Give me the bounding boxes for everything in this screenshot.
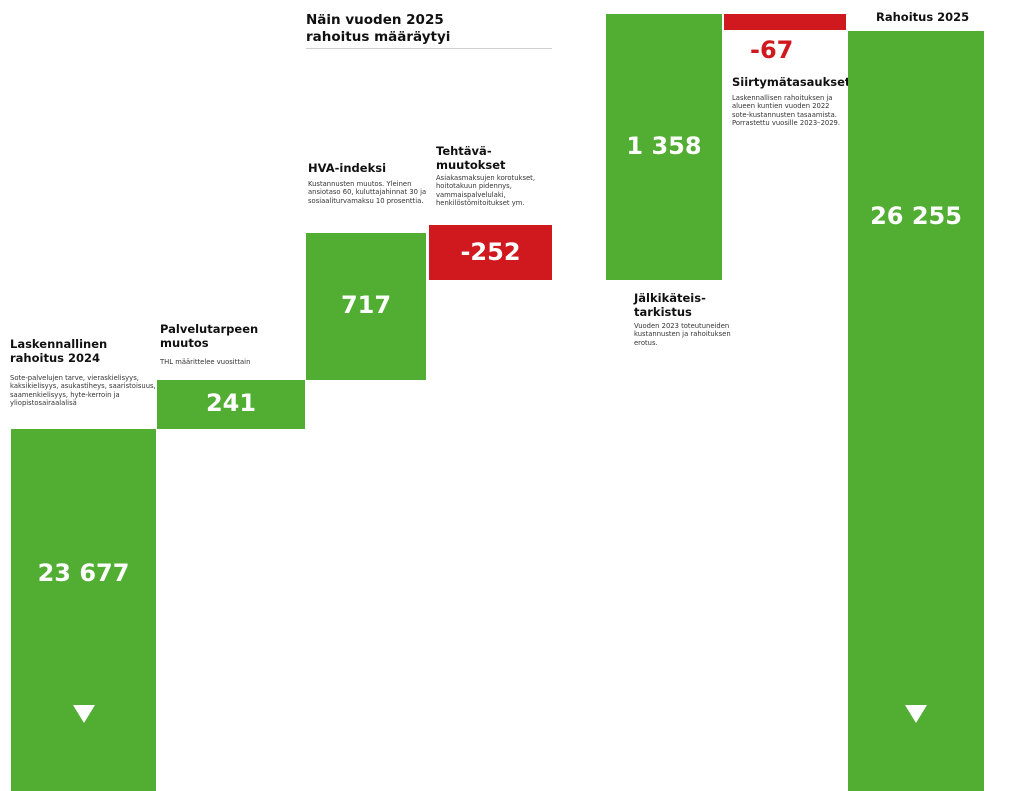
step-title-line: Laskennallinen [10,337,108,351]
step-description-line: ansiotaso 60, kuluttajahinnat 30 ja [308,188,427,197]
step-description-line: henkilöstömitoitukset ym. [436,198,525,207]
down-arrow-icon [72,705,95,723]
data-label-3: -252 [460,237,521,266]
step-description-line: hoitotakuun pidennys, [436,182,512,191]
chart-headline: Näin vuoden 2025 rahoitus määräytyi [306,12,450,46]
step-title-line: HVA-indeksi [308,161,387,175]
headline-divider [306,48,552,49]
data-label-4: 1 358 [626,132,702,160]
step-title-line: muutokset [436,158,506,172]
step-description-line: saamenkielisyys, hyte-kerroin ja [10,390,120,399]
step-title-line: Siirtymätasaukset [732,75,851,89]
step-description-line: alueen kuntien vuoden 2022 [732,102,830,111]
step-description-line: erotus. [634,338,658,347]
data-label-6: 26 255 [870,202,962,230]
step-description-line: yliopistosairaalalisä [10,398,77,407]
step-description-5: Laskennallisen rahoituksen ja alueen kunt… [732,94,862,127]
step-description-line: Porrastettu vuosille 2023–2029. [732,118,841,127]
step-title-6: Rahoitus 2025 [876,10,986,24]
bar-step-2: 717 [306,232,426,380]
headline-line-1: Näin vuoden 2025 [306,12,444,28]
step-description-line: Sote-palvelujen tarve, vieraskielisyys, [10,374,139,382]
step-description-line: sosiaaliturvamaksu 10 prosenttia. [308,196,424,205]
bar-step-1: 241 [157,379,305,429]
bar-step-3: -252 [429,225,552,280]
step-description-1: THL määrittelee vuosittain [160,358,310,366]
headline-line-2: rahoitus määräytyi [306,29,451,45]
bar-step-5 [724,14,846,30]
down-arrow-icon [905,705,927,723]
data-label-siirtymatasaukset: -67 [750,36,794,64]
step-title-line: rahoitus 2024 [10,351,101,365]
bar-step-4: 1 358 [606,14,722,280]
step-title-line: Tehtävä- [436,144,492,158]
step-description-line: THL määrittelee vuosittain [160,358,251,366]
step-description-2: Kustannusten muutos. Yleinen ansiotaso 60… [308,180,433,205]
step-title-1: Palvelutarpeen muutos [160,322,300,350]
step-description-line: Asiakasmaksujen korotukset, [436,174,535,182]
data-label-2: 717 [340,291,392,320]
step-description-4: Vuoden 2023 toteutuneiden kustannusten ja… [634,322,744,347]
step-description-line: Kustannusten muutos. Yleinen [308,180,412,188]
data-label-1: 241 [205,389,257,418]
bar-total-2025: 26 255 [848,31,984,791]
step-description-line: vammaispalvelulaki, [436,190,506,199]
step-title-0: Laskennallinen rahoitus 2024 [10,337,160,365]
step-description-line: Laskennallisen rahoituksen ja [732,94,833,102]
step-description-3: Asiakasmaksujen korotukset, hoitotakuun p… [436,174,564,207]
step-description-line: sote-kustannusten tasaamista. [732,110,837,119]
step-description-line: Vuoden 2023 toteutuneiden [634,322,730,330]
step-title-2: HVA-indeksi [308,161,423,175]
step-description-line: kustannusten ja rahoituksen [634,330,731,339]
step-title-line: Jälkikäteis- [634,291,706,305]
step-title-5: Siirtymätasaukset [732,75,852,89]
step-title-line: tarkistus [634,305,692,319]
step-title-4: Jälkikäteis-tarkistus [634,291,734,319]
step-title-3: Tehtävä-muutokset [436,144,554,172]
step-title-line: muutos [160,336,209,350]
step-description-line: kaksikielisyys, asukastiheys, saaristois… [10,382,156,391]
step-title-line: Palvelutarpeen [160,322,259,336]
step-title-line: Rahoitus 2025 [876,10,970,24]
step-description-0: Sote-palvelujen tarve, vieraskielisyys, k… [10,374,170,407]
data-label-0: 23 677 [37,559,130,587]
bar-total-2024: 23 677 [11,429,156,791]
